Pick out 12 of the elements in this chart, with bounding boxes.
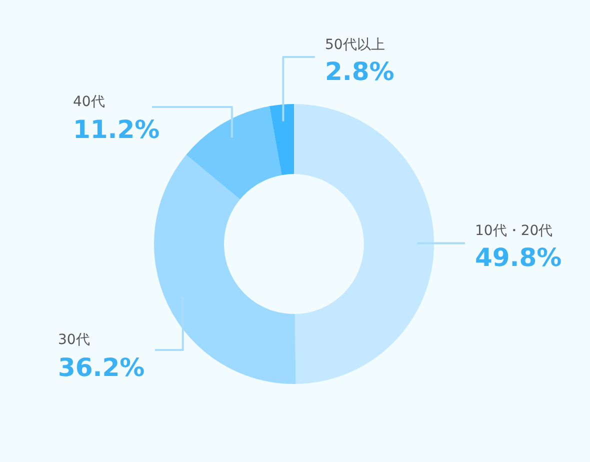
data-label: 2.8% — [325, 57, 394, 86]
slice-label: 10代・20代 — [475, 223, 553, 240]
data-label: 49.8% — [475, 243, 562, 272]
donut-slice — [154, 154, 296, 384]
data-label: 11.2% — [73, 115, 160, 144]
slice-label: 50代以上 — [325, 37, 385, 53]
donut-slice — [186, 106, 282, 200]
slice-label: 40代 — [73, 94, 105, 110]
slice-label: 30代 — [58, 332, 90, 348]
donut-slice — [294, 104, 434, 384]
data-label: 36.2% — [58, 353, 145, 382]
donut-slice — [269, 104, 294, 176]
